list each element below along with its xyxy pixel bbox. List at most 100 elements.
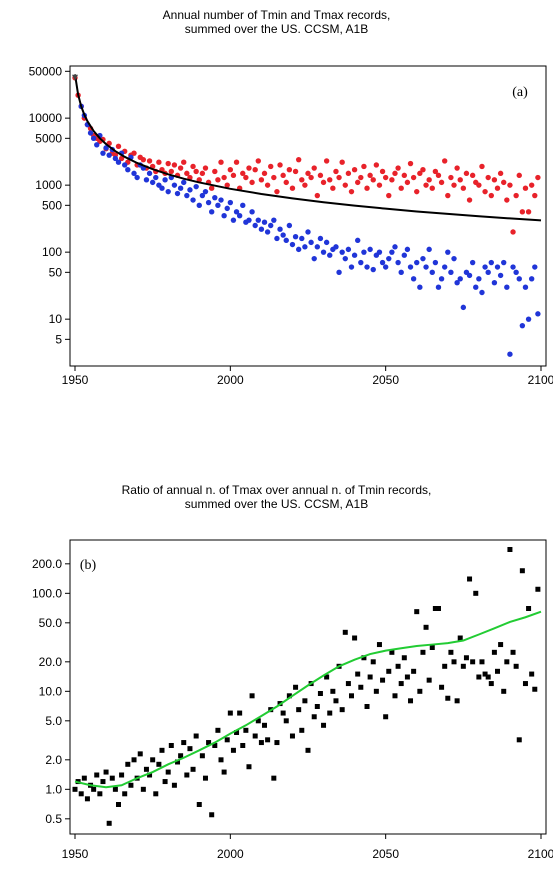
data-point (243, 174, 249, 181)
data-point (264, 182, 271, 188)
data-point (202, 188, 209, 195)
data-point (460, 185, 467, 191)
data-point (460, 663, 466, 669)
data-point (398, 681, 404, 687)
data-point (156, 159, 162, 165)
data-point (501, 259, 507, 266)
data-point (84, 796, 90, 802)
data-point (109, 775, 115, 781)
data-point (342, 182, 348, 188)
data-point (466, 197, 473, 203)
data-point (199, 192, 206, 199)
data-point (280, 710, 286, 716)
data-point (81, 775, 87, 781)
data-point (246, 764, 252, 770)
data-point (361, 163, 367, 170)
x-tick-label: 2000 (217, 373, 244, 387)
data-point (100, 779, 106, 785)
data-point (190, 766, 196, 772)
data-point (535, 174, 541, 181)
data-point (463, 170, 470, 177)
data-point (199, 170, 206, 177)
y-tick-label: 5 (55, 332, 62, 346)
data-point (289, 733, 295, 739)
data-point (271, 775, 277, 781)
data-point (118, 155, 125, 162)
data-point (230, 747, 236, 753)
data-point (348, 693, 354, 699)
data-point (376, 249, 383, 255)
data-point (358, 684, 364, 690)
data-point (261, 170, 268, 177)
data-point (283, 718, 289, 724)
data-point (190, 163, 196, 170)
data-point (218, 159, 224, 165)
x-tick-label: 2050 (372, 373, 399, 387)
data-point (498, 642, 504, 648)
data-point (177, 185, 184, 191)
data-point (491, 177, 498, 183)
data-point (448, 269, 454, 276)
data-point (221, 212, 227, 219)
y-tick-label: 50 (49, 265, 63, 279)
data-point (292, 234, 299, 240)
data-point (482, 188, 488, 195)
data-point (398, 185, 404, 191)
data-point (168, 168, 175, 175)
x-tick-label: 2050 (372, 847, 399, 861)
data-point (196, 801, 202, 807)
data-point (112, 155, 119, 162)
y-tick-label: 500 (42, 198, 62, 212)
data-point (252, 167, 258, 173)
data-point (355, 671, 361, 677)
data-point (202, 775, 208, 781)
data-point (370, 177, 376, 183)
data-point (221, 769, 227, 775)
data-point (333, 168, 339, 175)
x-tick-label: 1950 (62, 847, 89, 861)
data-point (280, 232, 286, 238)
data-point (97, 791, 103, 797)
data-point (333, 698, 339, 704)
data-point (295, 156, 302, 163)
data-point (460, 304, 467, 311)
data-point (314, 192, 321, 199)
data-point (224, 182, 230, 188)
data-point (504, 284, 510, 290)
data-point (482, 671, 488, 677)
data-point (513, 269, 519, 276)
data-point (91, 786, 97, 792)
data-point (175, 759, 181, 765)
data-point (516, 276, 522, 282)
data-point (215, 202, 221, 209)
data-point (451, 255, 457, 262)
data-point (299, 727, 305, 733)
data-point (373, 688, 379, 694)
data-point (268, 163, 274, 170)
data-point (525, 316, 532, 322)
data-point (296, 707, 302, 713)
data-point (292, 168, 299, 175)
data-point (528, 276, 535, 282)
data-point (448, 649, 454, 655)
data-point (177, 165, 184, 171)
data-point (473, 590, 479, 596)
data-point (240, 742, 246, 748)
data-point (467, 576, 473, 582)
data-point (526, 605, 532, 611)
data-point (407, 160, 414, 167)
data-point (305, 229, 311, 235)
data-point (376, 642, 382, 648)
data-point (519, 322, 526, 329)
data-point (233, 159, 240, 165)
data-point (364, 703, 370, 709)
data-point (429, 269, 435, 276)
data-point (249, 179, 255, 186)
data-point (432, 259, 439, 266)
chart-b-title-line: summed over the US. CCSM, A1B (184, 497, 369, 511)
chart-a-title: Annual number of Tmin and Tmax records, s… (0, 8, 553, 36)
data-point (302, 698, 308, 704)
data-point (162, 779, 168, 785)
data-point (143, 177, 150, 183)
data-point (249, 209, 255, 215)
